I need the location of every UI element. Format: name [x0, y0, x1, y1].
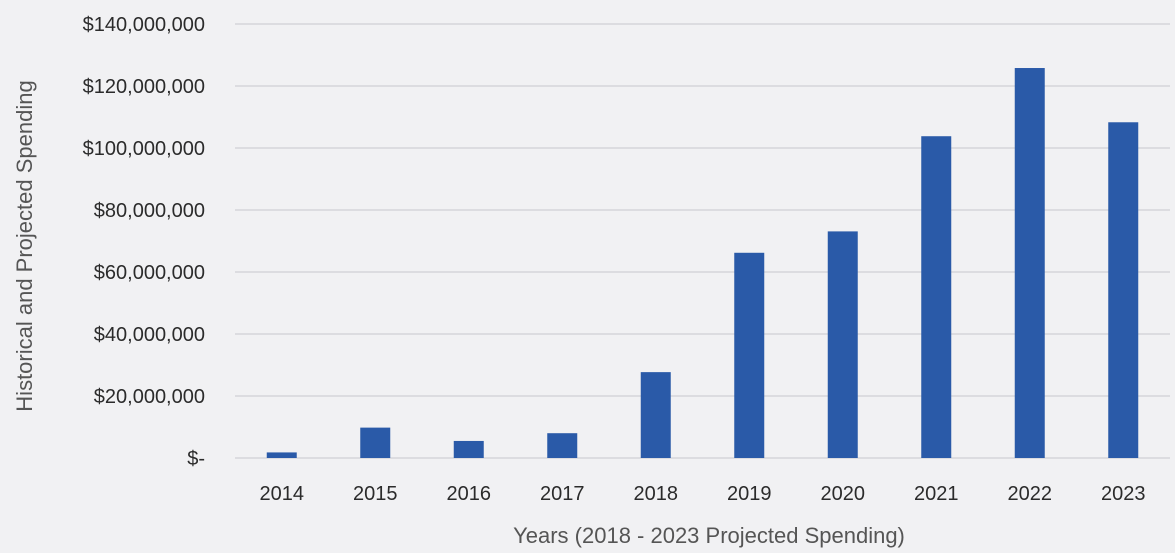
y-tick-label: $- — [187, 448, 205, 470]
bar-2016 — [453, 440, 484, 458]
bar-2017 — [547, 433, 578, 458]
bar-2019 — [734, 252, 765, 458]
y-axis-title: Historical and Projected Spending — [12, 80, 37, 411]
x-tick-label: 2019 — [727, 483, 772, 505]
bar-2015 — [360, 427, 391, 458]
x-axis-ticks: 2014 2015 2016 2017 2018 2019 2020 2021 2022 2023 — [260, 483, 1146, 505]
y-axis-ticks: $- $20,000,000 $40,000,000 $60,000,000 $80,0… — [83, 14, 205, 470]
x-tick-label: 2021 — [914, 483, 959, 505]
bar-2018 — [640, 372, 671, 458]
gridlines — [235, 23, 1170, 459]
bar-2021 — [921, 136, 952, 458]
x-tick-label: 2017 — [540, 483, 585, 505]
bar-2014 — [266, 452, 297, 458]
y-tick-label: $100,000,000 — [83, 138, 205, 160]
x-axis-title: Years (2018 - 2023 Projected Spending) — [513, 523, 905, 548]
y-tick-label: $80,000,000 — [94, 200, 205, 222]
x-tick-label: 2018 — [634, 483, 679, 505]
bar-2020 — [827, 231, 858, 458]
y-tick-label: $140,000,000 — [83, 14, 205, 36]
bars — [266, 68, 1139, 459]
bar-2023 — [1108, 122, 1139, 459]
x-tick-label: 2023 — [1101, 483, 1146, 505]
x-tick-label: 2020 — [821, 483, 866, 505]
y-tick-label: $120,000,000 — [83, 76, 205, 98]
y-tick-label: $20,000,000 — [94, 386, 205, 408]
x-tick-label: 2014 — [260, 483, 305, 505]
y-tick-label: $60,000,000 — [94, 262, 205, 284]
x-tick-label: 2015 — [353, 483, 398, 505]
x-tick-label: 2022 — [1008, 483, 1053, 505]
x-tick-label: 2016 — [447, 483, 492, 505]
bar-2022 — [1014, 68, 1045, 459]
y-tick-label: $40,000,000 — [94, 324, 205, 346]
